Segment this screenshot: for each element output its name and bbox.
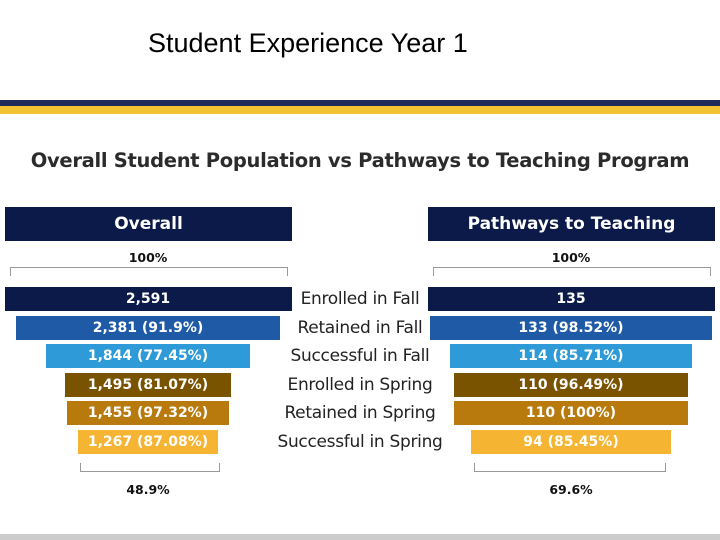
- stage-label-1: Enrolled in Fall: [300, 289, 420, 309]
- overall-bottom-percent: 48.9%: [126, 482, 170, 497]
- pathways-bottom-percent: 69.6%: [549, 482, 593, 497]
- overall-bar-2: 2,381 (91.9%): [16, 315, 280, 340]
- pathways-bar-2: 133 (98.52%): [429, 315, 713, 340]
- overall-bar-1: 2,591: [4, 287, 292, 311]
- stage-label-2: Retained in Fall: [297, 317, 423, 338]
- pathways-bar-5: 110 (100%): [454, 401, 688, 426]
- pathways-bar-4: 110 (96.49%): [454, 372, 688, 397]
- overall-bottom-bracket: [80, 463, 220, 472]
- footer-band: [0, 534, 720, 540]
- header-stripe-navy: [0, 100, 720, 106]
- overall-top-percent: 100%: [128, 250, 168, 265]
- stage-label-5: Retained in Spring: [284, 403, 436, 424]
- slide-title: Student Experience Year 1: [148, 28, 468, 58]
- pathways-bar-6: 94 (85.45%): [471, 430, 671, 454]
- overall-bar-4: 1,495 (81.07%): [65, 372, 231, 397]
- overall-bar-5: 1,455 (97.32%): [67, 401, 229, 426]
- pathways-bottom-bracket: [474, 463, 666, 472]
- stage-label-6: Successful in Spring: [277, 432, 443, 452]
- stage-label-4: Enrolled in Spring: [287, 374, 433, 395]
- overall-bar-3: 1,844 (77.45%): [45, 344, 251, 369]
- overall-header: Overall: [5, 207, 292, 241]
- pathways-bar-1: 135: [427, 287, 715, 311]
- chart-title: Overall Student Population vs Pathways t…: [30, 149, 690, 172]
- pathways-bar-3: 114 (85.71%): [449, 344, 693, 369]
- overall-bar-6: 1,267 (87.08%): [77, 430, 219, 454]
- pathways-top-bracket: [433, 267, 711, 276]
- pathways-top-percent: 100%: [551, 250, 591, 265]
- stage-label-3: Successful in Fall: [290, 346, 430, 367]
- header-stripe-gold: [0, 106, 720, 114]
- overall-top-bracket: [10, 267, 288, 276]
- pathways-header: Pathways to Teaching: [428, 207, 715, 241]
